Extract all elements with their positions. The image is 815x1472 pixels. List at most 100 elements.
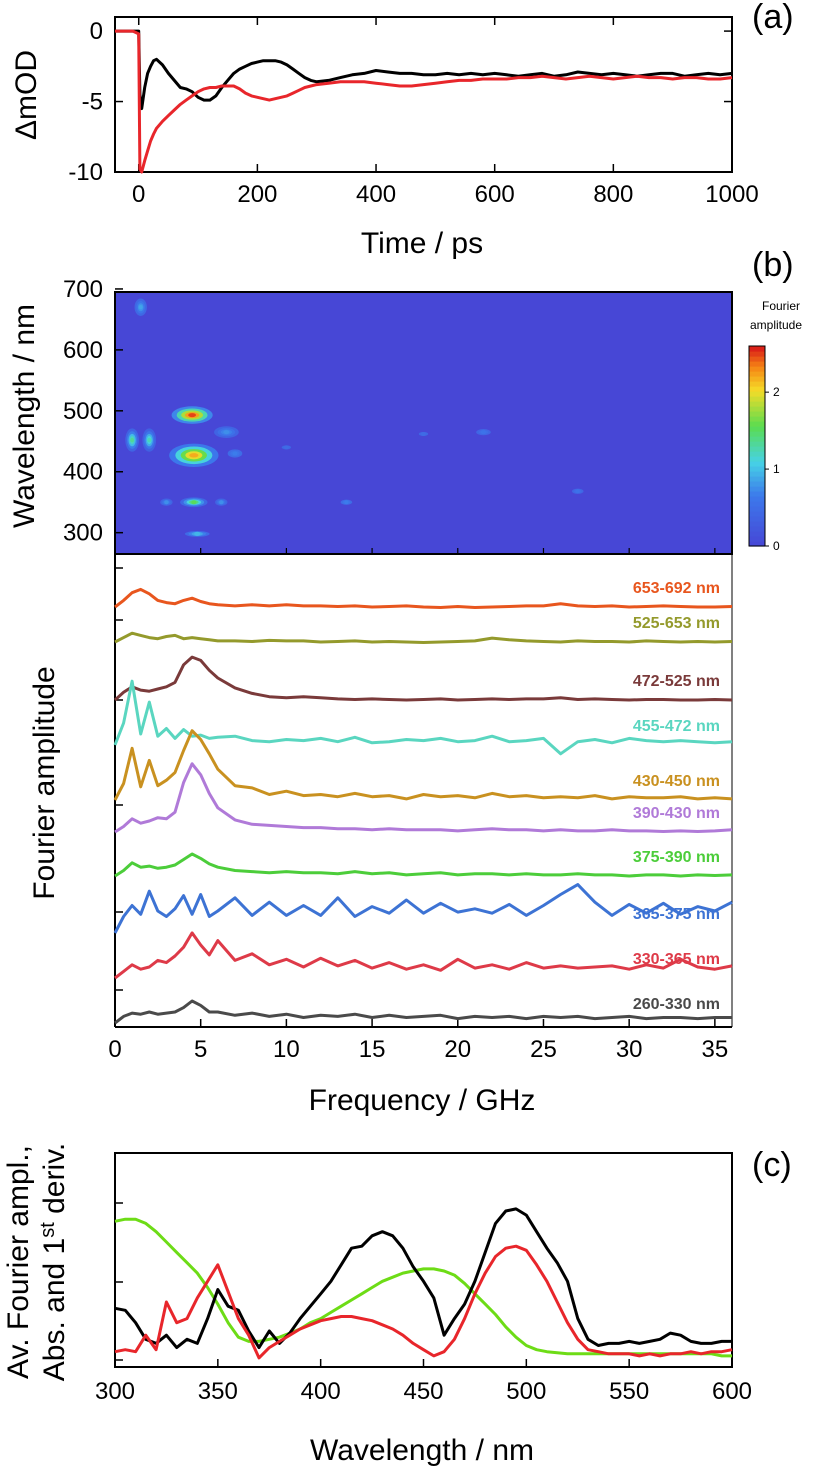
heatmap-hotspot (188, 413, 196, 418)
heatmap-hotspot (575, 489, 580, 494)
x-tick-label: 550 (609, 1378, 649, 1405)
colorbar-segment (749, 526, 765, 532)
heatmap-hotspot (164, 500, 169, 505)
colorbar-segment (749, 431, 765, 437)
traces-y-axis-label: Fourier amplitude (28, 666, 61, 899)
colorbar-segment (749, 466, 765, 472)
colorbar-segment (749, 361, 765, 367)
colorbar-segment (749, 481, 765, 487)
panel-a-label: (a) (752, 0, 794, 36)
colorbar-segment (749, 461, 765, 467)
trace-line-3 (113, 679, 733, 756)
x-tick-label: 25 (530, 1036, 557, 1063)
colorbar-segment (749, 446, 765, 452)
colorbar-segment (749, 471, 765, 477)
panel-c-frame (114, 1152, 733, 1368)
trace-label-1: 525-653 nm (633, 615, 720, 632)
heatmap-hotspot (223, 430, 230, 435)
colorbar-segment (749, 536, 765, 542)
panel-c-line-chart: (c) 300 350 400 450 500 550 600 Wavelength / n… (2, 1143, 792, 1467)
heatmap-hotspot (420, 431, 427, 436)
x-tick-label: 500 (506, 1378, 546, 1405)
colorbar-segment (749, 516, 765, 522)
trace-line-2 (113, 655, 733, 702)
panel-c-y-axis-label-line1: Av. Fourier ampl., (2, 1145, 35, 1379)
y-tick-label: 500 (63, 398, 103, 425)
x-tick-label: 5 (194, 1036, 207, 1063)
panel-a-line-chart: (a) 0 200 400 600 800 1000 0 -5 -10 Time / ps Δ… (10, 0, 794, 260)
colorbar-segment (749, 376, 765, 382)
colorbar-segment (749, 366, 765, 372)
heatmap-frame (114, 291, 733, 555)
trace-line-7 (113, 883, 733, 934)
colorbar-segment (749, 421, 765, 427)
colorbar-segment (749, 371, 765, 377)
x-tick-label: 600 (712, 1378, 752, 1405)
panel-c-y-axis-label-line2: Abs. and 1st deriv. (37, 1143, 71, 1381)
x-tick-label: 300 (95, 1378, 135, 1405)
colorbar-frame (748, 345, 766, 547)
colorbar-segment (749, 541, 765, 547)
colorbar-segment (749, 411, 765, 417)
heatmap-hotspot (191, 500, 197, 505)
colorbar-segment (749, 356, 765, 362)
panel-b-label: (b) (752, 246, 794, 284)
x-tick-label: 30 (616, 1036, 643, 1063)
trace-label-9: 260-330 nm (633, 996, 720, 1013)
panel-c-series (114, 1207, 733, 1360)
y-tick-label: -5 (82, 89, 103, 116)
heatmap-hotspot (232, 451, 238, 456)
colorbar-gradient (749, 346, 765, 547)
trace-label-6: 375-390 nm (633, 849, 720, 866)
panel-a-x-axis-label: Time / ps (361, 227, 483, 260)
heatmap-hotspot (344, 500, 349, 505)
panel-a-x-ticks: 0 200 400 600 800 1000 (132, 17, 759, 208)
heatmap-hotspot (283, 445, 289, 450)
colorbar-segment (749, 401, 765, 407)
heatmap-hotspot (219, 500, 224, 505)
colorbar-segment (749, 496, 765, 502)
trace-line-9 (114, 999, 732, 1025)
y-tick-label: 700 (63, 276, 103, 303)
colorbar-segment (749, 386, 765, 392)
traces-y-ticks (115, 567, 123, 991)
heatmap-hotspot (147, 437, 152, 443)
x-tick-label: 1000 (705, 181, 758, 208)
series-line-0 (115, 29, 733, 111)
heatmap-y-axis-label: Wavelength / nm (8, 304, 41, 528)
heatmap-hotspot (130, 437, 135, 443)
colorbar-segment (749, 426, 765, 432)
trace-line-4 (113, 729, 733, 801)
colorbar-segment (749, 531, 765, 537)
x-tick-label: 35 (702, 1036, 729, 1063)
x-tick-label: 0 (132, 181, 145, 208)
trace-line-8 (114, 931, 733, 980)
colorbar-segment (749, 451, 765, 457)
heatmap-cells (115, 292, 732, 554)
x-tick-label: 20 (444, 1036, 471, 1063)
trace-label-2: 472-525 nm (633, 673, 720, 690)
colorbar-segment (749, 346, 765, 352)
colorbar-segment (749, 501, 765, 507)
heatmap-hotspot (138, 305, 143, 310)
colorbar: Fourier amplitude 0 1 2 (748, 299, 802, 553)
trace-label-3: 455-472 nm (633, 718, 720, 735)
colorbar-tick-label: 0 (773, 539, 780, 553)
trace-label-5: 390-430 nm (633, 805, 720, 822)
x-tick-label: 800 (593, 181, 633, 208)
panel-a-frame (114, 16, 733, 173)
heatmap-hotspot (194, 531, 201, 536)
colorbar-segment (749, 391, 765, 397)
heatmap-y-ticks: 300 400 500 600 700 (63, 276, 123, 547)
trace-line-5 (114, 762, 733, 834)
y-tick-label: 0 (90, 18, 103, 45)
panel-a-series (115, 29, 733, 174)
x-tick-label: 400 (301, 1378, 341, 1405)
x-tick-label: 600 (475, 181, 515, 208)
trace-line-6 (114, 852, 733, 878)
x-tick-label: 450 (403, 1378, 443, 1405)
traces-series: 653-692 nm 525-653 nm 472-525 nm 455-472 nm… (113, 580, 733, 1025)
colorbar-title-line1: Fourier (762, 299, 800, 313)
traces-x-axis-label: Frequency / GHz (309, 1084, 536, 1117)
